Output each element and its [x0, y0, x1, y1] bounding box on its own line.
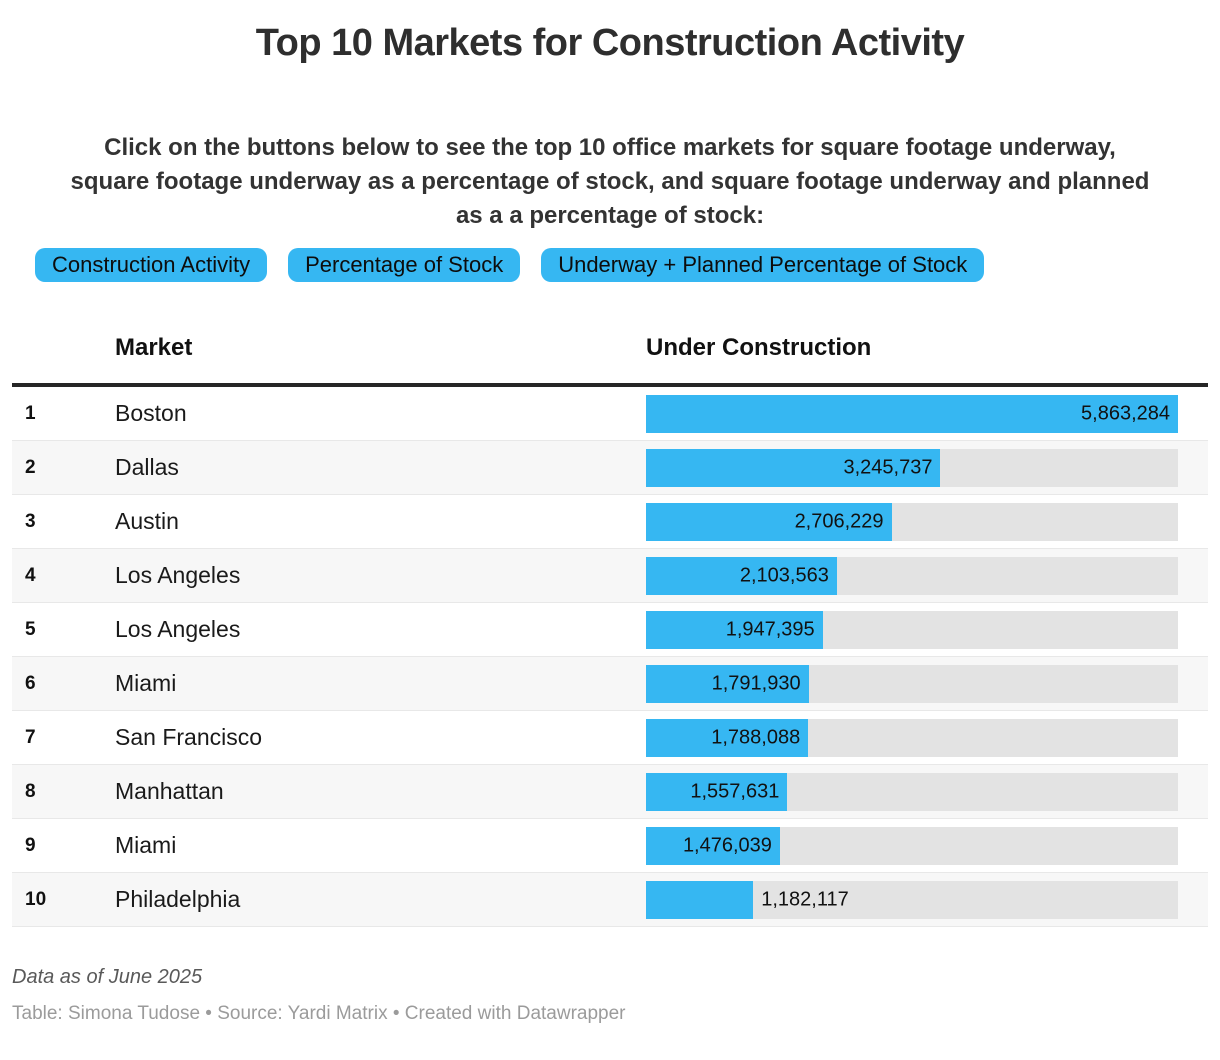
bar-track: 2,706,229: [646, 502, 1178, 541]
rank-cell: 7: [25, 726, 36, 748]
bar-track: 2,103,563: [646, 556, 1178, 595]
column-header-under-construction: Under Construction: [646, 334, 872, 361]
bar-value-label: 5,863,284: [1081, 402, 1170, 424]
rank-cell: 4: [25, 564, 36, 586]
view-switch-buttons: Construction Activity Percentage of Stoc…: [35, 248, 1208, 282]
rank-cell: 1: [25, 402, 36, 424]
bar-track: 3,245,737: [646, 448, 1178, 487]
attribution-byline: Table: Simona Tudose • Source: Yardi Mat…: [12, 1003, 626, 1024]
rank-cell: 5: [25, 618, 36, 640]
market-cell: Philadelphia: [115, 886, 241, 912]
market-cell: Austin: [115, 508, 179, 534]
bar-fill: [646, 718, 809, 757]
rank-cell: 3: [25, 510, 36, 532]
bar-fill: [646, 502, 892, 541]
table-row: 5 Los Angeles 1,947,395: [12, 603, 1208, 657]
market-cell: Los Angeles: [115, 616, 241, 642]
bar-track: 1,791,930: [646, 664, 1178, 703]
table-row: 10 Philadelphia 1,182,117: [12, 873, 1208, 927]
market-cell: Miami: [115, 832, 177, 858]
percentage-of-stock-button[interactable]: Percentage of Stock: [288, 248, 521, 282]
bar-fill: [646, 826, 780, 865]
table-row: 4 Los Angeles 2,103,563: [12, 549, 1208, 603]
table-row: 2 Dallas 3,245,737: [12, 441, 1208, 495]
table-row: 7 San Francisco 1,788,088: [12, 711, 1208, 765]
table-header: Market Under Construction: [12, 334, 1208, 383]
table-row: 3 Austin 2,706,229: [12, 495, 1208, 549]
bar-value-label: 2,103,563: [739, 564, 829, 586]
market-cell: Dallas: [115, 454, 179, 480]
bar-value-label: 1,947,395: [725, 618, 815, 640]
bar-fill: [646, 772, 788, 811]
bar-track: 1,182,117: [646, 880, 1178, 919]
intro-line-1: Click on the buttons below to see the to…: [104, 134, 1116, 161]
table-row: 9 Miami 1,476,039: [12, 819, 1208, 873]
market-cell: Manhattan: [115, 778, 224, 804]
bar-track: 1,947,395: [646, 610, 1178, 649]
bar-track: 1,557,631: [646, 772, 1178, 811]
table-row: 1 Boston 5,863,284: [12, 387, 1208, 441]
market-cell: San Francisco: [115, 724, 263, 750]
intro-line-3: as a a percentage of stock:: [455, 202, 765, 229]
page: Top 10 Markets for Construction Activity…: [12, 22, 1208, 1024]
bar-track: 5,863,284: [646, 394, 1178, 433]
intro-text: Click on the buttons below to see the to…: [12, 131, 1208, 233]
market-cell: Miami: [115, 670, 177, 696]
bar-value-label: 3,245,737: [843, 456, 933, 478]
bar-value-label: 1,476,039: [682, 834, 772, 856]
bar-value-label: 1,788,088: [711, 726, 801, 748]
table-rows: 1 Boston 5,863,284 2 Dallas 3,245,737 3 …: [12, 387, 1208, 927]
underway-planned-percentage-button[interactable]: Underway + Planned Percentage of Stock: [541, 248, 985, 282]
bar-value-label: 1,182,117: [761, 888, 849, 910]
header-divider: [12, 383, 1208, 387]
bar-value-label: 1,791,930: [711, 672, 801, 694]
bar-fill: [646, 556, 837, 595]
table-row: 6 Miami 1,791,930: [12, 657, 1208, 711]
bar-track: 1,788,088: [646, 718, 1178, 757]
intro-line-2: square footage underway as a percentage …: [70, 168, 1150, 195]
bar-value-label: 1,557,631: [690, 780, 780, 802]
column-header-market: Market: [115, 334, 193, 361]
market-cell: Los Angeles: [115, 562, 241, 588]
data-note: Data as of June 2025: [12, 966, 203, 988]
bar-track: 1,476,039: [646, 826, 1178, 865]
bar-fill: [646, 880, 754, 919]
rank-cell: 6: [25, 672, 36, 694]
rank-cell: 2: [25, 456, 36, 478]
construction-activity-button[interactable]: Construction Activity: [35, 248, 268, 282]
bar-fill: [646, 448, 941, 487]
bar-value-label: 2,706,229: [794, 510, 884, 532]
page-title: Top 10 Markets for Construction Activity: [255, 22, 965, 64]
market-cell: Boston: [115, 400, 187, 426]
bar-fill: [646, 610, 823, 649]
rank-cell: 8: [25, 780, 36, 802]
bar-fill: [646, 394, 1178, 433]
rank-cell: 10: [25, 888, 47, 910]
table-row: 8 Manhattan 1,557,631: [12, 765, 1208, 819]
bar-fill: [646, 664, 809, 703]
rank-cell: 9: [25, 834, 36, 856]
